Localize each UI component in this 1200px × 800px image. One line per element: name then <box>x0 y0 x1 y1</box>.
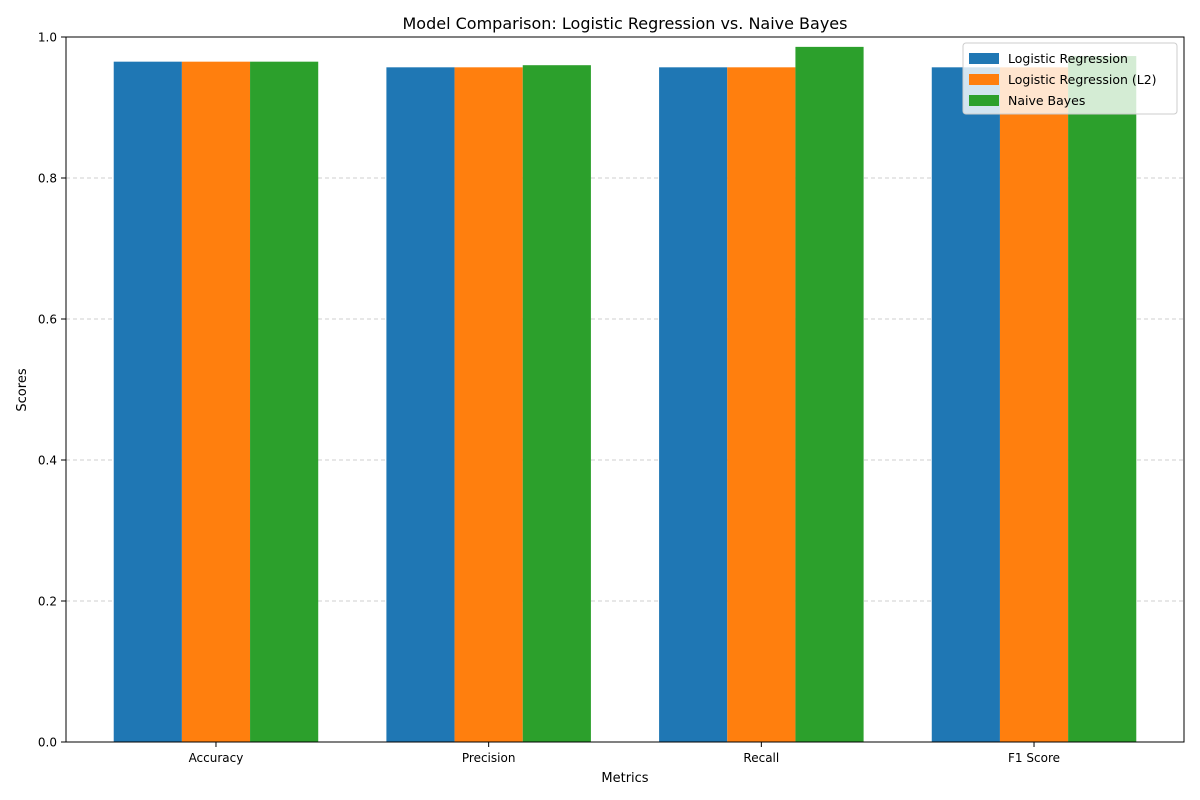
bar <box>999 67 1069 742</box>
y-axis: 0.0 0.2 0.4 0.6 0.8 1.0 <box>38 31 66 750</box>
bar <box>659 67 728 742</box>
x-tick-label: F1 Score <box>1008 751 1060 765</box>
bar <box>454 67 523 742</box>
x-tick-label: Recall <box>743 751 779 765</box>
x-tick-label: Accuracy <box>189 751 244 765</box>
y-tick-label: 0.0 <box>38 736 57 750</box>
legend-label: Logistic Regression (L2) <box>1008 72 1157 87</box>
legend-swatch <box>969 53 999 64</box>
bar <box>727 67 796 742</box>
bar <box>522 65 591 742</box>
y-tick-label: 1.0 <box>38 31 57 45</box>
x-tick-label: Precision <box>462 751 516 765</box>
y-axis-label: Scores <box>15 368 30 411</box>
legend-box <box>962 42 1178 115</box>
bar <box>250 61 319 743</box>
legend-swatch <box>969 95 999 106</box>
x-axis: Accuracy Precision Recall F1 Score <box>189 742 1060 765</box>
legend: Logistic Regression Logistic Regression (… <box>962 42 1178 115</box>
bars <box>113 46 1137 743</box>
legend-label: Naive Bayes <box>1008 93 1085 108</box>
y-tick-label: 0.4 <box>38 454 57 468</box>
bar <box>795 46 864 743</box>
legend-label: Logistic Regression <box>1008 51 1128 66</box>
y-tick-label: 0.2 <box>38 595 57 609</box>
y-tick-label: 0.6 <box>38 313 57 327</box>
bar <box>386 67 455 742</box>
bar <box>181 61 251 743</box>
x-axis-label: Metrics <box>601 771 648 786</box>
bar <box>1068 56 1137 743</box>
bar <box>931 67 1000 742</box>
legend-swatch <box>969 74 999 85</box>
plot-frame <box>65 36 1185 743</box>
chart-title: Model Comparison: Logistic Regression vs… <box>403 14 848 33</box>
y-tick-label: 0.8 <box>38 172 57 186</box>
bar <box>113 61 182 743</box>
